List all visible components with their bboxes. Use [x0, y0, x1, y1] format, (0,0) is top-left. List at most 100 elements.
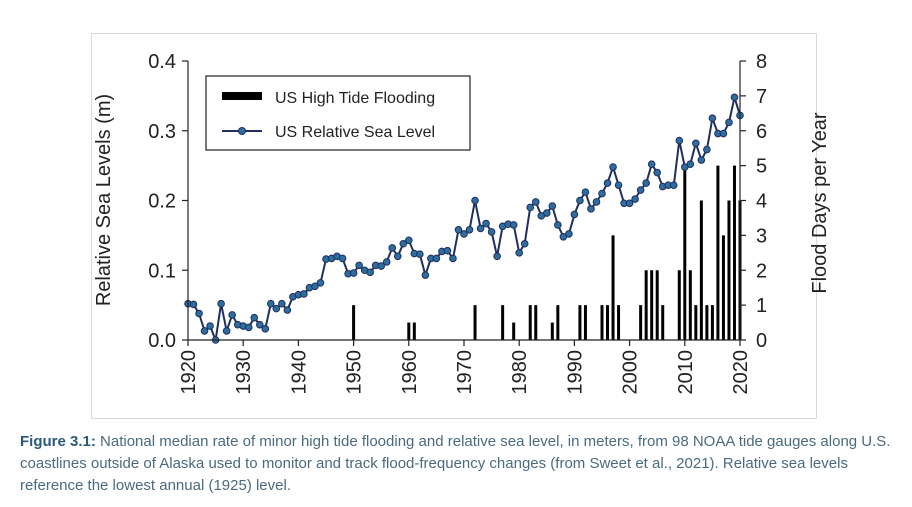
- sea-level-point: [565, 230, 573, 238]
- sea-level-point: [653, 168, 662, 177]
- sea-level-point: [719, 129, 728, 138]
- flood-bar: [655, 270, 659, 340]
- flood-bar: [501, 305, 505, 340]
- sea-level-point: [311, 282, 319, 291]
- sea-level-point: [421, 271, 430, 279]
- y-right-tick-label: 7: [756, 86, 767, 108]
- sea-level-point: [493, 252, 501, 261]
- sea-level-series: [184, 93, 744, 344]
- sea-level-point: [283, 306, 292, 314]
- sea-level-point: [471, 196, 479, 205]
- sea-level-point: [272, 304, 281, 313]
- sea-level-point: [692, 139, 700, 148]
- sea-level-point: [515, 249, 524, 257]
- x-tick-label: 1920: [178, 350, 200, 395]
- sea-level-point: [405, 236, 413, 245]
- sea-level-point: [316, 279, 325, 287]
- sea-level-point: [189, 300, 198, 309]
- y-right-tick-label: 5: [756, 156, 767, 178]
- y-right-tick-label: 8: [756, 51, 767, 73]
- legend-swatch-flooding: [222, 92, 262, 100]
- sea-level-point: [581, 188, 590, 196]
- sea-level-point: [647, 160, 656, 169]
- flood-bar: [705, 305, 709, 340]
- axes: 0.0 0.1 0.2 0.3 0.4 0 1 2 3 4 5 6 7 8 1920 1930 1940 1950…: [93, 51, 831, 395]
- x-tick-label: 1960: [399, 350, 421, 395]
- sea-level-point: [377, 262, 386, 270]
- sea-level-point: [393, 252, 402, 261]
- sea-level-point: [636, 186, 645, 194]
- sea-level-point: [614, 181, 623, 189]
- sea-level-point: [399, 239, 408, 248]
- sea-level-point: [449, 254, 457, 263]
- flood-bar: [694, 305, 698, 340]
- flood-bar: [639, 305, 643, 340]
- y-right-tick-label: 6: [756, 121, 767, 143]
- y-left-axis-title: Relative Sea Levels (m): [93, 94, 115, 306]
- x-tick-label: 1990: [564, 350, 586, 395]
- chart: 0.0 0.1 0.2 0.3 0.4 0 1 2 3 4 5 6 7 8 1920 1930 1940 1950…: [93, 51, 831, 395]
- sea-level-point: [338, 254, 347, 263]
- flood-bar: [688, 270, 692, 340]
- sea-level-point: [703, 145, 711, 154]
- sea-level-point: [576, 196, 584, 205]
- sea-level-point: [520, 239, 529, 248]
- sea-level-point: [388, 244, 397, 252]
- flood-bar: [617, 305, 621, 340]
- sea-level-point: [250, 313, 259, 322]
- sea-level-point: [300, 290, 308, 298]
- flood-bar: [600, 305, 604, 340]
- sea-level-point: [217, 299, 225, 308]
- y-left-tick-label: 0.0: [148, 330, 176, 352]
- sea-level-point: [261, 325, 270, 333]
- flood-bar: [534, 305, 538, 340]
- sea-level-point: [543, 209, 551, 217]
- y-right-tick-label: 0: [756, 330, 767, 352]
- legend-label-sea-level: US Relative Sea Level: [275, 124, 435, 141]
- figure-caption: Figure 3.1: National median rate of mino…: [20, 431, 900, 497]
- y-left-tick-label: 0.1: [148, 260, 176, 282]
- sea-level-point: [432, 254, 441, 263]
- flood-bar: [644, 270, 648, 340]
- legend: US High Tide Flooding US Relative Sea Lev…: [205, 75, 471, 151]
- sea-level-point: [587, 205, 595, 213]
- sea-level-point: [255, 320, 264, 329]
- x-tick-label: 1950: [344, 350, 366, 395]
- flood-bar: [661, 305, 665, 340]
- sea-level-point: [278, 299, 286, 308]
- sea-level-point: [609, 163, 617, 171]
- sea-level-point: [487, 228, 496, 236]
- sea-level-point: [416, 250, 424, 259]
- sea-level-point: [228, 311, 236, 319]
- flood-bar: [710, 305, 714, 340]
- flood-bar: [699, 200, 703, 340]
- x-tick-label: 1970: [454, 350, 476, 395]
- sea-level-point: [554, 221, 562, 229]
- flood-bar: [512, 322, 516, 340]
- x-tick-label: 1980: [509, 350, 531, 395]
- flood-bar: [716, 165, 720, 340]
- flood-bar: [732, 165, 736, 340]
- sea-level-point: [244, 323, 253, 332]
- caption-text: National median rate of minor high tide …: [20, 433, 891, 494]
- flood-bar: [352, 305, 356, 340]
- legend-box: [205, 75, 471, 151]
- y-right-tick-label: 4: [756, 191, 767, 213]
- sea-level-point: [598, 189, 606, 198]
- flood-bar: [583, 305, 587, 340]
- flood-bar: [473, 305, 477, 340]
- flood-bar: [550, 322, 554, 340]
- sea-level-point: [669, 181, 678, 189]
- sea-level-point: [725, 118, 733, 127]
- flood-bar: [407, 322, 411, 340]
- x-tick-label: 2020: [730, 350, 752, 395]
- sea-level-point: [642, 179, 650, 187]
- sea-level-point: [349, 269, 358, 277]
- sea-level-point: [443, 246, 452, 255]
- flood-bar: [727, 200, 731, 340]
- sea-level-point: [355, 261, 363, 270]
- y-left-tick-label: 0.3: [148, 121, 176, 143]
- sea-level-point: [267, 299, 275, 308]
- x-tick-label: 1930: [233, 350, 255, 395]
- sea-level-point: [382, 258, 391, 266]
